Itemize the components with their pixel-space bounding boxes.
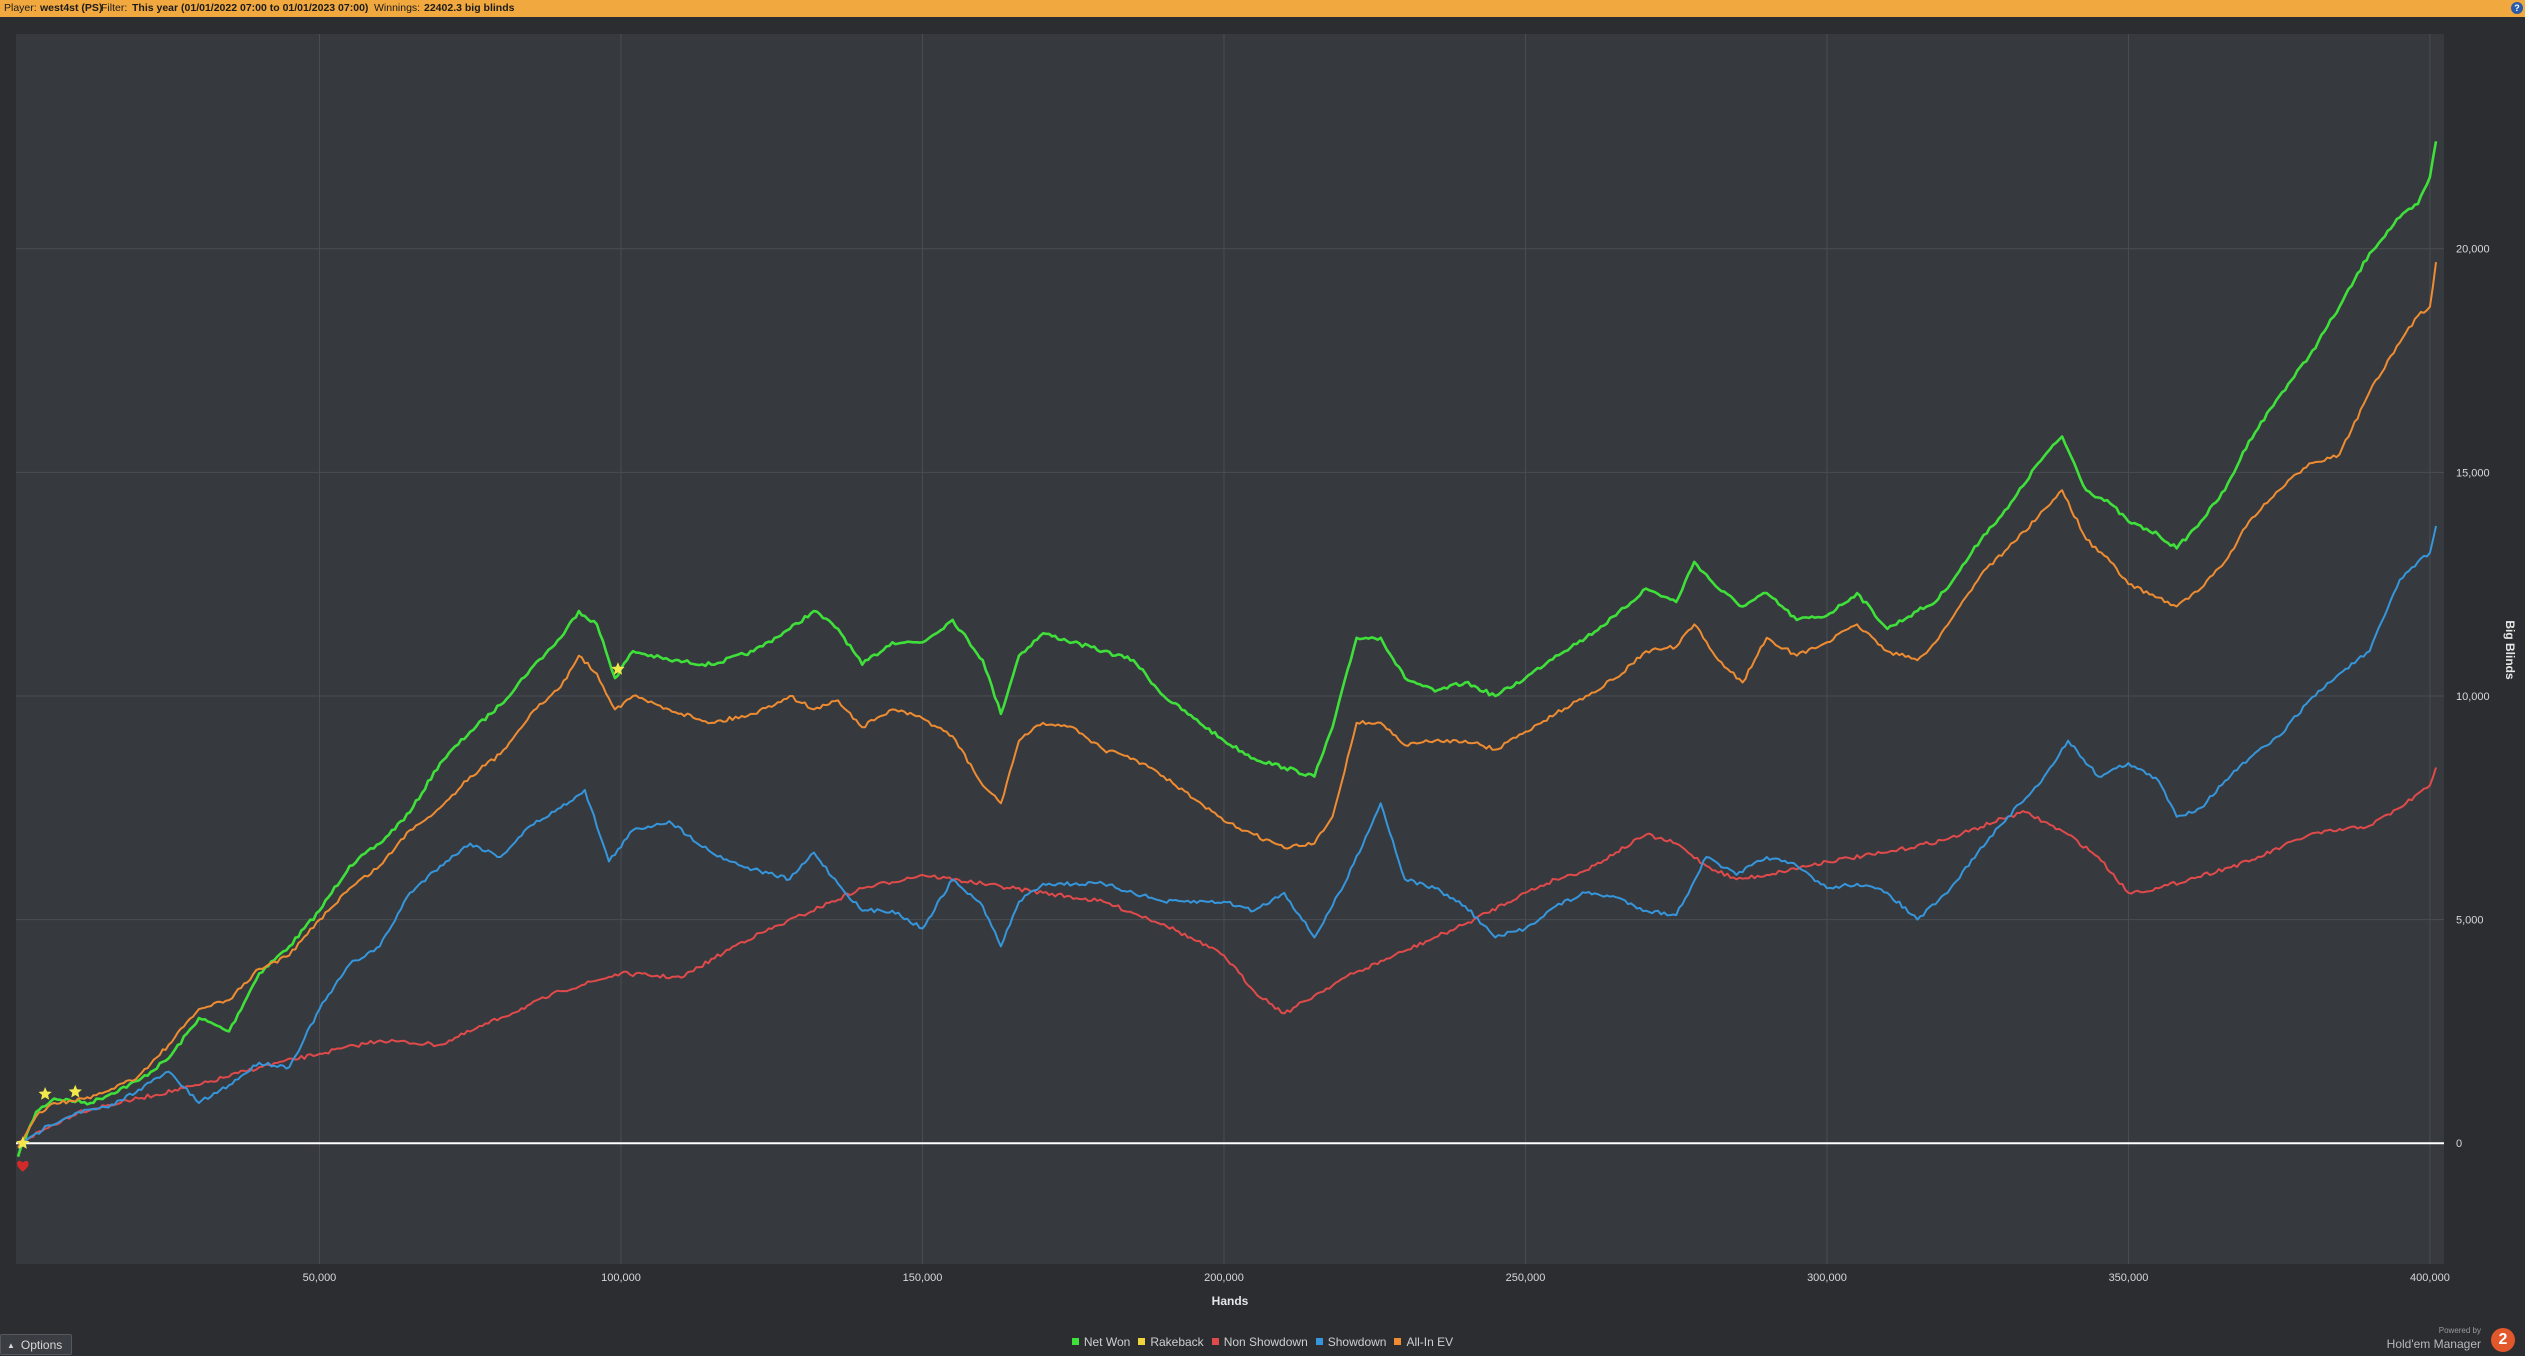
markers (16, 662, 625, 1172)
options-button-label: Options (20, 1338, 63, 1352)
x-tick-label: 200,000 (1204, 1272, 1244, 1284)
y-tick-label: 10,000 (2456, 691, 2490, 703)
filter-value: This year (01/01/2022 07:00 to 01/01/202… (132, 2, 369, 14)
x-tick-label: 300,000 (1807, 1272, 1847, 1284)
hm2-logo: 2 (2491, 1328, 2515, 1352)
x-tick-label: 50,000 (303, 1272, 337, 1284)
heart-marker-icon (17, 1160, 29, 1172)
winnings-label: Winnings: (374, 2, 421, 14)
series-line-all-in-ev (17, 261, 2437, 1149)
powered-by-text: Powered by (2438, 1326, 2481, 1335)
options-button[interactable]: ▲ Options (0, 1334, 72, 1355)
series-line-non-showdown (17, 767, 2437, 1144)
x-tick-label: 100,000 (601, 1272, 641, 1284)
y-tick-label: 15,000 (2456, 467, 2490, 479)
legend-label: All-In EV (1406, 1335, 1454, 1349)
legend-label: Non Showdown (1223, 1335, 1308, 1349)
header-bar: Player: west4st (PS) Filter: This year (… (0, 0, 2525, 17)
legend-swatch (1138, 1338, 1146, 1345)
x-tick-label: 250,000 (1506, 1272, 1546, 1284)
y-tick-label: 20,000 (2456, 244, 2490, 256)
plot-area (16, 34, 2444, 1264)
legend-swatch (1071, 1338, 1079, 1345)
star-marker-icon (611, 662, 625, 675)
series-line-net-won (16, 141, 2438, 1158)
legend-item[interactable]: All-In EV (1394, 1334, 1453, 1350)
legend-item[interactable]: Non Showdown (1211, 1334, 1308, 1350)
x-tick-label: 350,000 (2109, 1272, 2149, 1284)
star-marker-icon (38, 1087, 52, 1100)
legend: Net Won Rakeback Non Showdown Showdown All-I… (0, 1334, 2525, 1350)
x-axis-label: Hands (1212, 1294, 1249, 1308)
legend-label: Showdown (1327, 1335, 1387, 1349)
series-line-showdown (17, 525, 2437, 1149)
y-tick-label: 0 (2456, 1138, 2462, 1150)
series-lines (16, 141, 2438, 1158)
x-axis-ticks: 50,000 100,000 150,000 200,000 250,000 300,00… (303, 1272, 2450, 1284)
legend-swatch (1211, 1338, 1219, 1345)
player-label: Player: (4, 2, 37, 14)
product-name: Hold'em Manager (2386, 1337, 2481, 1351)
branding: Powered by Hold'em Manager 2 (2365, 1326, 2515, 1354)
y-tick-label: 5,000 (2456, 915, 2484, 927)
legend-label: Rakeback (1150, 1335, 1204, 1349)
filter-label: Filter: (101, 2, 128, 14)
winnings-value: 22402.3 big blinds (424, 2, 515, 14)
caret-up-icon: ▲ (7, 1341, 15, 1350)
legend-swatch (1315, 1338, 1323, 1345)
grid-lines (16, 34, 2444, 1264)
y-axis-label: Big Blinds (2503, 620, 2517, 680)
star-marker-icon (16, 1136, 30, 1149)
help-icon[interactable]: ? (2511, 2, 2523, 14)
legend-label: Net Won (1083, 1335, 1131, 1349)
star-marker-icon (68, 1084, 82, 1098)
legend-item[interactable]: Net Won (1071, 1334, 1131, 1350)
legend-item[interactable]: Showdown (1315, 1334, 1387, 1350)
legend-swatch (1394, 1338, 1402, 1345)
y-axis-ticks: 0 5,000 10,000 15,000 20,000 (2456, 244, 2490, 1151)
player-value: west4st (PS) (40, 2, 103, 14)
x-tick-label: 150,000 (903, 1272, 943, 1284)
legend-item[interactable]: Rakeback (1138, 1334, 1204, 1350)
x-tick-label: 400,000 (2410, 1272, 2450, 1284)
